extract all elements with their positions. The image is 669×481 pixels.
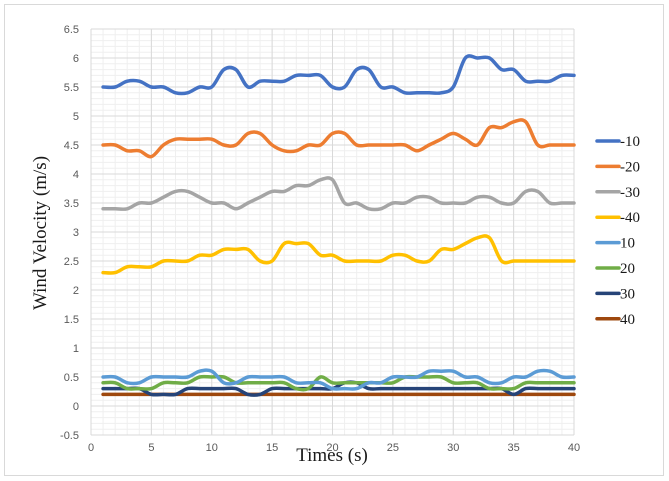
x-tick-label: 10	[206, 442, 218, 454]
x-tick-label: 0	[88, 442, 94, 454]
series-line-10	[101, 368, 576, 391]
y-tick-label: 3	[73, 227, 79, 239]
y-tick-label: 6.5	[64, 24, 79, 36]
legend-label: -40	[620, 210, 640, 226]
series-line--30	[101, 176, 576, 212]
series-line--20	[101, 118, 576, 159]
legend-label: -20	[620, 159, 640, 175]
legend-label: -10	[620, 134, 640, 150]
y-tick-label: -0.5	[60, 430, 79, 442]
legend-item--40: -40	[595, 210, 640, 226]
legend: -10 -20 -30 -40 10 20 30 40	[595, 134, 640, 328]
series-line-20	[101, 374, 576, 392]
y-tick-label: 1.5	[64, 314, 79, 326]
x-tick-label: 25	[387, 442, 399, 454]
y-axis-title: Wind Velocity (m/s)	[30, 156, 51, 310]
x-axis-ticks: 0 5 10 15 20 25 30 35 40	[88, 442, 580, 454]
y-tick-label: 0.5	[64, 372, 79, 384]
x-tick-label: 15	[266, 442, 278, 454]
y-tick-label: 0	[73, 401, 79, 413]
y-tick-label: 2	[73, 285, 79, 297]
legend-item--10: -10	[595, 134, 640, 150]
x-tick-label: 30	[447, 442, 459, 454]
legend-item-10: 10	[595, 236, 635, 252]
series-line--40	[101, 234, 576, 275]
x-tick-label: 35	[508, 442, 520, 454]
legend-item-40: 40	[595, 312, 635, 328]
y-tick-label: 3.5	[64, 198, 79, 210]
y-axis-ticks: -0.5 0 0.5 1 1.5 2 2.5 3 3.5 4 4.5 5 5.5 6 6.5	[60, 24, 79, 442]
chart-area	[4, 4, 664, 476]
x-tick-label: 5	[148, 442, 154, 454]
y-tick-label: 5.5	[64, 82, 79, 94]
y-tick-label: 2.5	[64, 256, 79, 268]
y-tick-label: 5	[73, 111, 79, 123]
y-tick-label: 4	[73, 169, 79, 181]
series-layer	[101, 54, 576, 397]
x-tick-label: 20	[326, 442, 338, 454]
legend-item-30: 30	[595, 286, 635, 302]
legend-label: -30	[620, 185, 640, 201]
legend-item-20: 20	[595, 261, 635, 277]
y-tick-label: 6	[73, 53, 79, 65]
legend-label: 40	[620, 312, 635, 328]
series-line--10	[101, 54, 576, 96]
y-tick-label: 1	[73, 343, 79, 355]
x-tick-label: 40	[568, 442, 580, 454]
legend-label: 20	[620, 261, 635, 277]
legend-item--30: -30	[595, 185, 640, 201]
legend-item--20: -20	[595, 159, 640, 175]
legend-label: 30	[620, 286, 635, 302]
legend-label: 10	[620, 236, 635, 252]
x-axis-title: Times (s)	[296, 445, 368, 466]
y-tick-label: 4.5	[64, 140, 79, 152]
